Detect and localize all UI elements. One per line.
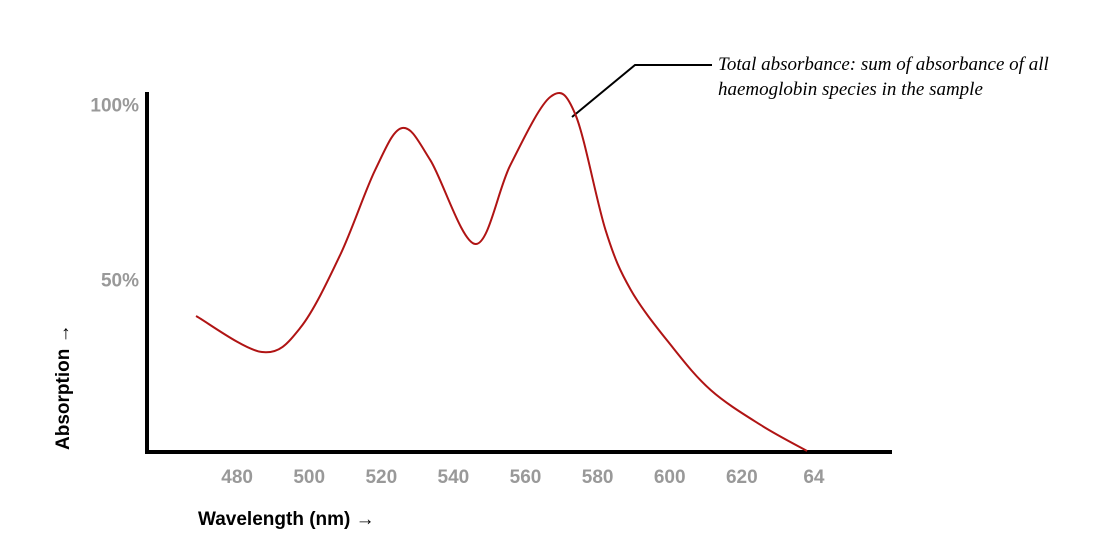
- x-axis-label: Wavelength (nm) →: [198, 509, 375, 530]
- annotation: haemoglobin species in the sample: [718, 79, 983, 100]
- annotation: Total absorbance: sum of absorbance of a…: [718, 54, 1049, 75]
- x-tick-label: 520: [365, 467, 397, 488]
- line: [195, 92, 808, 452]
- x-tick-label: 580: [582, 467, 614, 488]
- x-tick-label: 540: [438, 467, 470, 488]
- x-tick-label: 64: [803, 467, 825, 488]
- x-tick-label: 480: [221, 467, 253, 488]
- y-axis-label: Absorption →: [53, 324, 74, 450]
- x-tick-label: 600: [654, 467, 686, 488]
- y-tick-label: 100%: [90, 96, 139, 117]
- x-tick-label: 620: [726, 467, 758, 488]
- x-tick-label: 560: [510, 467, 542, 488]
- y-tick-label: 50%: [101, 270, 139, 291]
- x-tick-label: 500: [293, 467, 325, 488]
- annotation-leader: [571, 64, 712, 118]
